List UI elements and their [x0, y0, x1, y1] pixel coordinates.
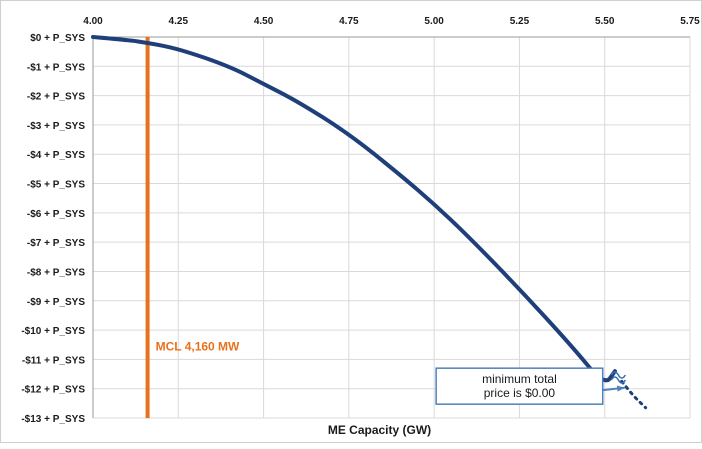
y-tick-label: -$10 + P_SYS	[21, 326, 85, 337]
break-marker-upper	[610, 371, 627, 379]
x-tick-label: 4.75	[339, 16, 359, 27]
callout-text-line: price is $0.00	[484, 386, 556, 400]
series-layer	[91, 35, 648, 418]
y-tick-label: -$9 + P_SYS	[27, 297, 85, 308]
x-tick-label: 4.00	[83, 16, 103, 27]
y-tick-label: -$2 + P_SYS	[27, 92, 85, 103]
price-series-line	[91, 35, 617, 383]
y-tick-label: -$6 + P_SYS	[27, 209, 85, 220]
extension-series-line	[620, 379, 648, 410]
x-tick-label: 5.50	[595, 16, 615, 27]
label-layer: $0 + P_SYS -$1 + P_SYS -$2 + P_SYS -$3 + P_…	[21, 16, 700, 437]
callout-text-line: minimum total	[482, 372, 557, 386]
x-tick-label: 4.50	[254, 16, 274, 27]
callout-arrowhead	[616, 385, 625, 392]
y-tick-label: -$8 + P_SYS	[27, 267, 85, 278]
break-marker-lower	[610, 376, 627, 384]
y-tick-label: -$12 + P_SYS	[21, 385, 85, 396]
x-tick-label: 5.75	[680, 16, 700, 27]
x-tick-label: 5.25	[510, 16, 530, 27]
y-tick-label: -$11 + P_SYS	[22, 355, 85, 366]
axis-layer	[92, 36, 690, 418]
y-tick-label: -$3 + P_SYS	[27, 121, 85, 132]
y-tick-label: -$4 + P_SYS	[27, 150, 85, 161]
y-tick-label: -$1 + P_SYS	[27, 62, 85, 73]
mcl-label: MCL 4,160 MW	[156, 340, 240, 354]
x-tick-label: 5.00	[424, 16, 444, 27]
y-tick-label: $0 + P_SYS	[30, 33, 85, 44]
y-tick-label: -$7 + P_SYS	[27, 238, 85, 249]
x-tick-label: 4.25	[169, 16, 189, 27]
grid-layer	[92, 36, 691, 419]
y-tick-label: -$5 + P_SYS	[27, 180, 85, 191]
x-axis-title: ME Capacity (GW)	[328, 423, 431, 437]
callout-box	[435, 367, 604, 405]
y-tick-label: -$13 + P_SYS	[21, 414, 85, 425]
